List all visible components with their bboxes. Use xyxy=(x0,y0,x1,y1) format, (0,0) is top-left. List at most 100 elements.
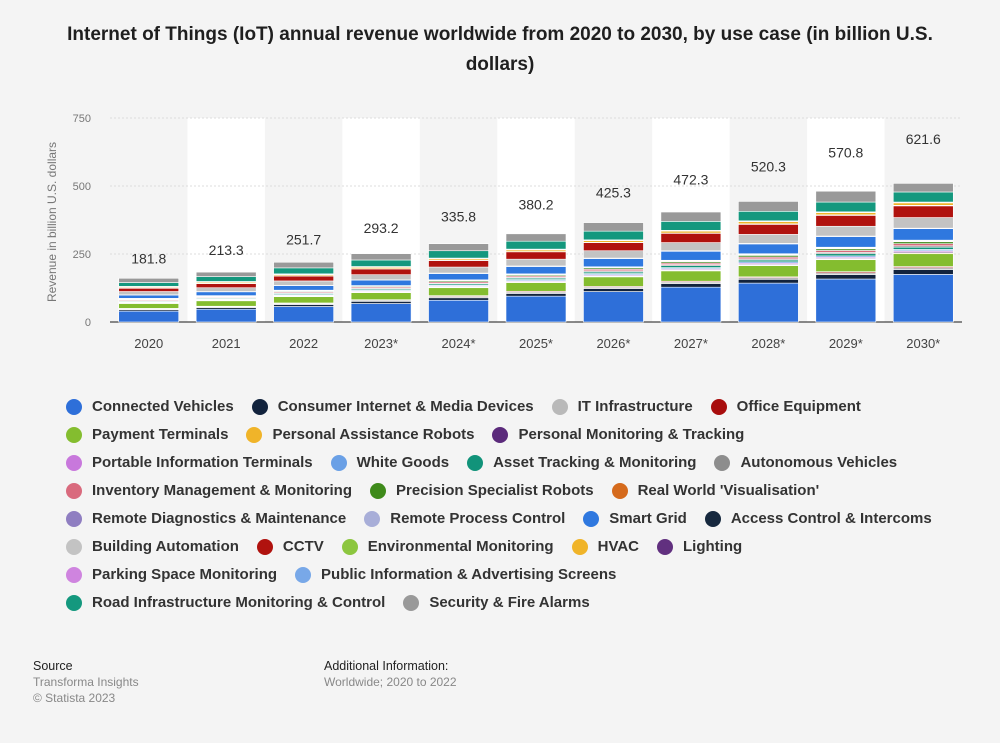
x-tick-label: 2020 xyxy=(134,336,163,351)
total-label: 251.7 xyxy=(286,232,321,248)
additional-info-line: Worldwide; 2020 to 2022 xyxy=(324,675,457,689)
x-tick-label: 2029* xyxy=(829,336,863,351)
legend-swatch xyxy=(583,510,600,527)
bar-segment xyxy=(660,242,722,252)
legend-item[interactable]: Personal Monitoring & Tracking xyxy=(492,424,744,445)
bar-segment xyxy=(892,274,954,323)
bar-segment xyxy=(815,274,877,280)
legend-label: Lighting xyxy=(683,538,743,555)
bar-segment xyxy=(738,282,799,323)
total-label: 520.3 xyxy=(751,158,786,174)
legend-item[interactable]: Remote Diagnostics & Maintenance xyxy=(66,508,346,529)
legend-item[interactable]: Parking Space Monitoring xyxy=(66,564,277,585)
legend-label: Autonomous Vehicles xyxy=(740,454,898,471)
legend-item[interactable]: Access Control & Intercoms xyxy=(704,508,932,529)
legend-label: Precision Specialist Robots xyxy=(396,482,594,499)
bar-segment xyxy=(815,225,877,237)
legend-swatch xyxy=(251,398,268,415)
legend-swatch xyxy=(492,426,509,443)
legend-label: HVAC xyxy=(597,538,639,555)
bar-segment xyxy=(118,277,180,283)
legend-label: Remote Process Control xyxy=(390,510,566,527)
legend: Connected Vehicles Consumer Internet & Me… xyxy=(66,396,966,613)
bar-segment xyxy=(892,205,954,218)
legend-item[interactable]: Lighting xyxy=(657,536,742,557)
bar-segment xyxy=(815,190,877,203)
legend-swatch xyxy=(364,510,381,527)
legend-item[interactable]: Inventory Management & Monitoring xyxy=(66,480,352,501)
legend-swatch xyxy=(341,538,358,555)
total-label: 335.8 xyxy=(441,209,476,225)
x-tick-label: 2022 xyxy=(289,336,318,351)
y-tick-label: 750 xyxy=(73,113,91,125)
legend-swatch xyxy=(370,482,387,499)
legend-swatch xyxy=(551,398,568,415)
legend-item[interactable]: CCTV xyxy=(256,536,324,557)
bar-segment xyxy=(660,221,722,231)
legend-item[interactable]: Precision Specialist Robots xyxy=(370,480,594,501)
legend-swatch xyxy=(710,398,727,415)
legend-item[interactable]: Asset Tracking & Monitoring xyxy=(467,452,696,473)
legend-item[interactable]: Personal Assistance Robots xyxy=(246,424,474,445)
legend-label: Parking Space Monitoring xyxy=(92,566,278,583)
bar-segment xyxy=(815,215,877,227)
bar-segment xyxy=(660,250,722,261)
total-label: 181.8 xyxy=(131,251,166,267)
legend-item[interactable]: Environmental Monitoring xyxy=(341,536,554,557)
bar-stack xyxy=(505,233,567,323)
legend-item[interactable]: Building Automation xyxy=(66,536,239,557)
legend-label: Road Infrastructure Monitoring & Control xyxy=(92,594,386,611)
legend-label: Inventory Management & Monitoring xyxy=(92,482,353,499)
legend-item[interactable]: Payment Terminals xyxy=(66,424,228,445)
bar-segment xyxy=(892,269,954,275)
bar-segment xyxy=(505,293,567,297)
bar-segment xyxy=(583,276,644,287)
bar-segment xyxy=(505,295,567,323)
bar-segment xyxy=(892,243,954,247)
x-tick-label: 2028* xyxy=(751,336,785,351)
legend-label: Payment Terminals xyxy=(92,426,229,443)
legend-label: Asset Tracking & Monitoring xyxy=(493,454,697,471)
bar-total-labels: 181.8 213.3 251.7 293.2 335.8 380.2 425.3 472.3… xyxy=(131,131,941,267)
total-label: 472.3 xyxy=(673,172,708,188)
legend-item[interactable]: White Goods xyxy=(330,452,449,473)
legend-item[interactable]: Smart Grid xyxy=(583,508,687,529)
bar-segment xyxy=(660,211,722,222)
bar-segment xyxy=(892,228,954,241)
bar-segment xyxy=(273,275,334,282)
legend-item[interactable]: Portable Information Terminals xyxy=(66,452,313,473)
legend-item[interactable]: HVAC xyxy=(571,536,639,557)
legend-item[interactable]: IT Infrastructure xyxy=(551,396,693,417)
bar-segment xyxy=(118,282,180,287)
bar-segment xyxy=(118,294,180,299)
legend-item[interactable]: Office Equipment xyxy=(710,396,861,417)
total-label: 621.6 xyxy=(906,131,941,147)
legend-label: Security & Fire Alarms xyxy=(429,594,590,611)
legend-item[interactable]: Consumer Internet & Media Devices xyxy=(251,396,534,417)
bar-segment xyxy=(350,268,412,275)
bar-stack xyxy=(195,271,257,323)
bar-segment xyxy=(738,221,799,225)
bar-segment xyxy=(660,286,722,323)
legend-item[interactable]: Public Information & Advertising Screens xyxy=(295,564,616,585)
bar-segment xyxy=(350,274,412,281)
bar-segment xyxy=(892,253,954,267)
legend-item[interactable]: Road Infrastructure Monitoring & Control xyxy=(66,592,385,613)
bar-segment xyxy=(118,291,180,296)
legend-item[interactable]: Security & Fire Alarms xyxy=(403,592,590,613)
legend-swatch xyxy=(66,566,82,583)
bar-segment xyxy=(815,201,877,213)
legend-item[interactable]: Remote Process Control xyxy=(364,508,565,529)
total-label: 425.3 xyxy=(596,184,631,200)
bar-segment xyxy=(273,267,334,275)
bar-segment xyxy=(505,233,567,242)
total-label: 213.3 xyxy=(209,242,244,258)
bar-segment xyxy=(428,299,489,323)
legend-item[interactable]: Real World 'Visualisation' xyxy=(611,480,819,501)
legend-item[interactable]: Autonomous Vehicles xyxy=(714,452,897,473)
copyright-line: © Statista 2023 xyxy=(33,691,116,705)
legend-item[interactable]: Connected Vehicles xyxy=(66,396,234,417)
bar-stack xyxy=(892,183,954,323)
bar-segment xyxy=(195,271,257,277)
legend-label: Remote Diagnostics & Maintenance xyxy=(92,510,347,527)
